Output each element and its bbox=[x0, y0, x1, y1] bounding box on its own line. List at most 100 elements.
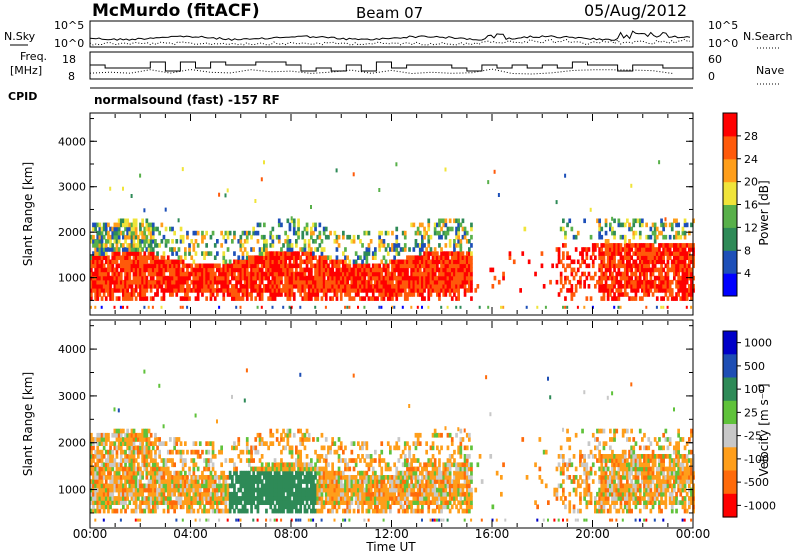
scatter-cell bbox=[277, 470, 281, 476]
scatter-cell bbox=[461, 279, 465, 285]
scatter-cell bbox=[626, 259, 629, 265]
scatter-cell bbox=[461, 251, 465, 256]
scatter-cell bbox=[188, 288, 191, 293]
scatter-cell bbox=[602, 275, 606, 281]
scatter-cell bbox=[113, 247, 117, 252]
scatter-cell bbox=[132, 271, 136, 277]
scatter-cell bbox=[181, 259, 185, 265]
scatter-cell bbox=[104, 458, 108, 463]
scatter-cell bbox=[307, 288, 311, 293]
scatter-cell bbox=[222, 483, 226, 489]
scatter-cell bbox=[352, 458, 356, 463]
scatter-cell bbox=[184, 288, 187, 293]
scatter-cell bbox=[265, 288, 268, 293]
scatter-cell bbox=[677, 251, 680, 256]
scatter-cell bbox=[107, 466, 110, 472]
scatter-cell bbox=[382, 267, 386, 273]
scatter-cell bbox=[280, 449, 283, 455]
scatter-cell bbox=[568, 279, 572, 285]
scatter-cell bbox=[241, 292, 245, 297]
scatter-cell bbox=[408, 292, 411, 297]
scatter-cell bbox=[412, 275, 416, 281]
scatter-cell bbox=[295, 284, 298, 289]
scatter-cell bbox=[655, 275, 659, 281]
scatter-cell bbox=[258, 222, 262, 228]
scatter-cell bbox=[132, 267, 136, 273]
scatter-cell bbox=[252, 445, 255, 451]
scatter-cell bbox=[265, 284, 268, 289]
scatter-cell bbox=[143, 255, 147, 260]
scatter-cell bbox=[322, 483, 326, 489]
scatter-cell bbox=[250, 271, 253, 277]
scatter-cell bbox=[357, 470, 360, 476]
scatter-cell bbox=[100, 470, 104, 476]
scatter-cell bbox=[216, 508, 219, 514]
scatter-cell bbox=[252, 247, 255, 252]
scatter-cell bbox=[164, 462, 168, 468]
scatter-cell bbox=[611, 296, 614, 301]
scatter-cell bbox=[570, 259, 574, 265]
scatter-cell bbox=[525, 305, 528, 309]
scatter-cell bbox=[619, 305, 622, 309]
scatter-cell bbox=[357, 483, 360, 489]
scatter-cell bbox=[147, 226, 151, 232]
scatter-cell bbox=[386, 279, 390, 285]
scatter-cell bbox=[147, 305, 150, 309]
scatter-cell bbox=[245, 449, 249, 455]
scatter-cell bbox=[207, 284, 211, 289]
scatter-cell bbox=[591, 259, 595, 265]
scatter-cell bbox=[344, 491, 347, 497]
scatter-cell bbox=[107, 454, 110, 459]
scatter-cell bbox=[630, 288, 633, 293]
scatter-cell bbox=[327, 487, 330, 493]
scatter-cell bbox=[275, 462, 279, 468]
scatter-cell bbox=[598, 288, 601, 293]
scatter-cell bbox=[301, 259, 305, 265]
scatter-cell bbox=[459, 239, 463, 244]
scatter-cell bbox=[574, 288, 578, 293]
scatter-cell bbox=[611, 288, 614, 293]
scatter-cell bbox=[572, 275, 576, 281]
scatter-cell bbox=[241, 479, 245, 484]
scatter-cell bbox=[455, 255, 458, 260]
scatter-cell bbox=[421, 247, 424, 252]
scatter-cell bbox=[271, 479, 275, 484]
scatter-cell bbox=[98, 255, 102, 260]
scatter-cell bbox=[284, 271, 287, 277]
scatter-cell bbox=[271, 259, 275, 265]
scatter-cell bbox=[314, 496, 317, 501]
scatter-cell bbox=[96, 263, 100, 269]
scatter-cell bbox=[352, 267, 356, 273]
scatter-cell bbox=[600, 251, 604, 256]
scatter-cell bbox=[98, 292, 102, 297]
scatter-cell bbox=[361, 288, 364, 293]
scatter-cell bbox=[329, 487, 332, 493]
scatter-cell bbox=[117, 296, 121, 301]
scatter-cell bbox=[367, 279, 371, 285]
scatter-cell bbox=[111, 296, 115, 301]
scatter-cell bbox=[173, 284, 176, 289]
scatter-cell bbox=[429, 288, 433, 293]
scatter-cell bbox=[459, 284, 463, 289]
scatter-cell bbox=[418, 243, 422, 248]
scatter-cell bbox=[265, 491, 268, 497]
scatter-cell bbox=[201, 275, 204, 281]
scatter-cell bbox=[130, 475, 134, 480]
scatter-cell bbox=[98, 234, 102, 240]
scatter-cell bbox=[241, 255, 245, 260]
scatter-cell bbox=[175, 500, 179, 505]
scatter-cell bbox=[305, 487, 309, 493]
scatter-cell bbox=[117, 247, 121, 252]
scatter-cell bbox=[651, 279, 655, 285]
scatter-cell bbox=[350, 441, 354, 446]
scatter-cell bbox=[436, 259, 439, 265]
scatter-cell bbox=[621, 222, 625, 228]
freq-trace bbox=[90, 61, 693, 72]
scatter-cell bbox=[453, 292, 456, 297]
scatter-cell bbox=[124, 279, 127, 285]
scatter-cell bbox=[252, 288, 255, 293]
scatter-cell bbox=[442, 279, 446, 285]
scatter-cell bbox=[457, 263, 460, 269]
scatter-cell bbox=[468, 284, 471, 289]
scatter-cell bbox=[357, 508, 360, 514]
